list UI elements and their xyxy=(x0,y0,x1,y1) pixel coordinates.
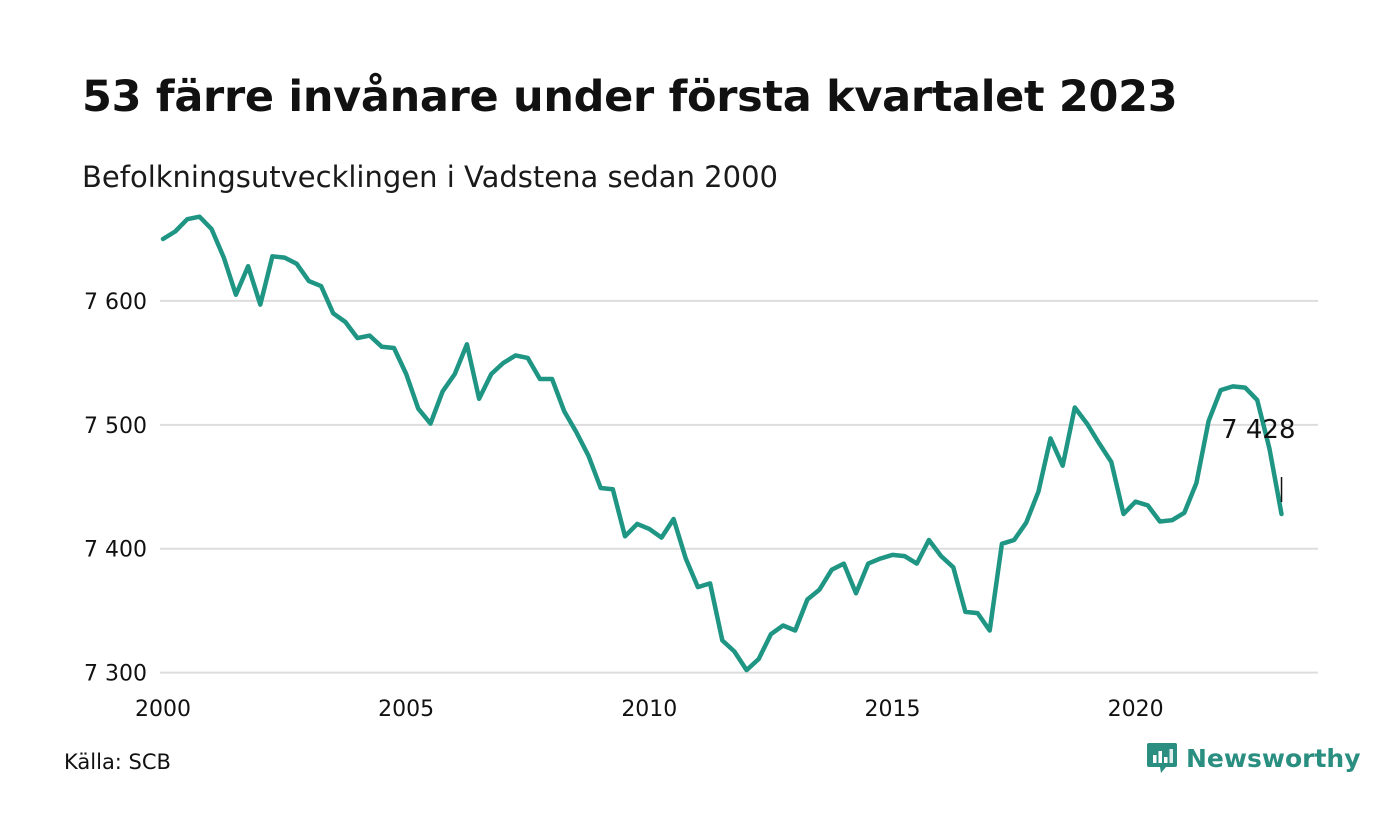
series-lines xyxy=(160,214,1284,673)
x-tick-label: 2005 xyxy=(378,697,434,722)
y-axis-ticks: 7 300 7 400 7 500 7 600 xyxy=(84,290,147,687)
grid-lines xyxy=(160,299,1318,674)
y-tick-label: 7 300 xyxy=(84,662,147,687)
series-line xyxy=(160,214,1284,673)
x-axis-ticks: 2000 2005 2010 2015 2020 xyxy=(135,697,1164,722)
x-tick-label: 2020 xyxy=(1108,697,1164,722)
annotation-label: 7 428 xyxy=(1221,415,1295,445)
source-note: Källa: SCB xyxy=(64,750,171,774)
y-tick-label: 7 500 xyxy=(84,414,147,439)
brand-name: Newsworthy xyxy=(1186,743,1361,773)
chart-subtitle: Befolkningsutvecklingen i Vadstena sedan… xyxy=(82,160,778,194)
y-tick-label: 7 600 xyxy=(84,290,147,315)
newsworthy-logo-icon xyxy=(1147,743,1177,773)
y-tick-label: 7 400 xyxy=(84,538,147,563)
x-tick-label: 2000 xyxy=(135,697,191,722)
x-tick-label: 2010 xyxy=(621,697,677,722)
brand-logo: Newsworthy xyxy=(1146,741,1361,775)
x-tick-label: 2015 xyxy=(864,697,920,722)
annotations: 7 428 xyxy=(1221,415,1296,502)
chart-title: 53 färre invånare under första kvartalet… xyxy=(82,72,1178,122)
